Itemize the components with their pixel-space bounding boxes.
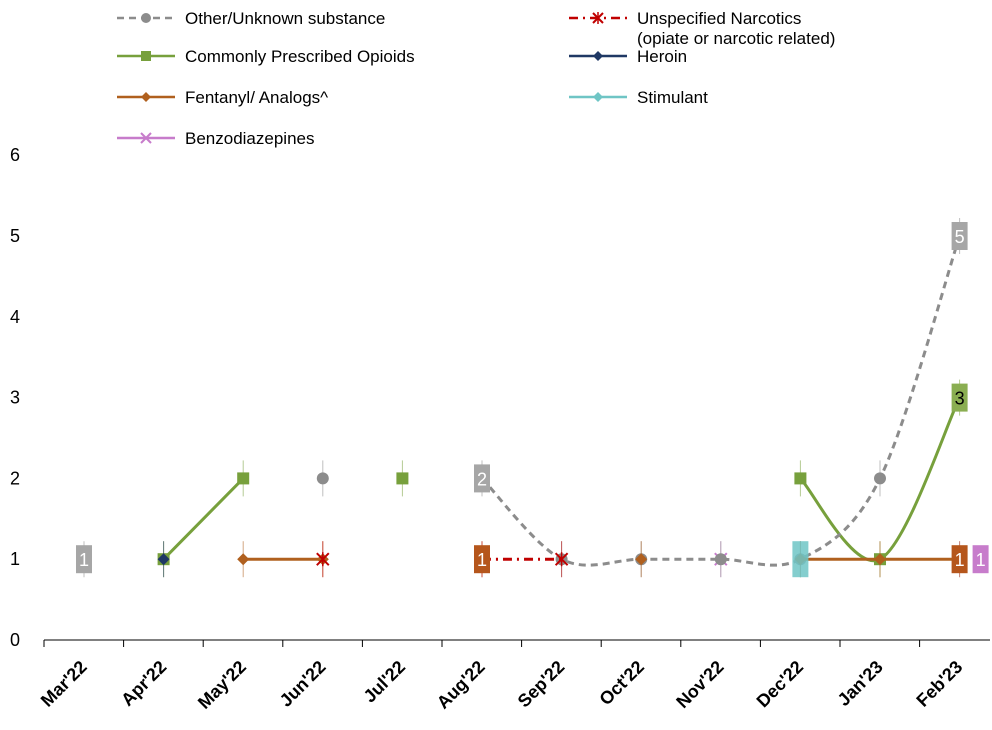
axes: 0 1 2 3 4 5 6 Mar'22 Apr'22 May'22 Jun'22 Jul'22 Aug… (10, 145, 990, 713)
data-point (316, 472, 329, 485)
data-label: 2 (474, 464, 490, 493)
data-label-bg (972, 545, 989, 574)
data-label: 1 (76, 545, 92, 574)
data-label-bg (951, 222, 968, 250)
x-tick-label: Aug'22 (433, 657, 489, 713)
legend-entry: Heroin (569, 47, 687, 66)
data-point (396, 472, 409, 485)
data-label: 1 (972, 545, 989, 574)
y-tick-label: 6 (10, 145, 20, 165)
x-tick-label: Sep'22 (514, 657, 569, 712)
legend-swatch-marker (593, 51, 603, 61)
stimulant-point-highlight (792, 541, 809, 578)
data-point (874, 472, 886, 485)
y-tick-label: 5 (10, 226, 20, 246)
legend-label: Fentanyl/ Analogs^ (185, 88, 328, 107)
x-tick-label: Jan'23 (834, 657, 887, 710)
data-label-text: 1 (955, 550, 965, 570)
data-point (714, 553, 727, 566)
y-tick-label: 1 (10, 549, 20, 569)
legend-entry: Other/Unknown substance (117, 9, 385, 28)
data-label-bg (474, 545, 490, 574)
x-tick-label: Oct'22 (595, 657, 648, 710)
y-tick-label: 4 (10, 307, 20, 327)
data-label-bg (76, 545, 92, 574)
data-label-text: 3 (955, 389, 965, 409)
x-tick-label: Feb'23 (912, 657, 966, 711)
data-label: 1 (951, 545, 968, 574)
legend-entry: Unspecified Narcotics (opiate or narcotic… (569, 9, 835, 48)
series-line (480, 235, 962, 567)
legend-swatch-marker (141, 13, 151, 23)
data-label-text: 1 (976, 550, 986, 570)
legend-label: Heroin (637, 47, 687, 66)
legend: Other/Unknown substance Unspecified Narco… (117, 9, 835, 148)
y-tick-label: 3 (10, 388, 20, 408)
legend-label: Unspecified Narcotics (opiate or narcotic… (637, 9, 835, 48)
x-tick-label: Jun'22 (276, 657, 330, 711)
data-label-text: 1 (79, 550, 89, 570)
x-tick-label: Dec'22 (753, 657, 808, 712)
x-tick-label: Nov'22 (672, 657, 727, 712)
x-tick-label: Mar'22 (37, 657, 91, 711)
x-tick-label: Jul'22 (360, 657, 410, 707)
y-tick-label: 2 (10, 468, 20, 488)
legend-label: Stimulant (637, 88, 708, 107)
legend-entry: Stimulant (569, 88, 708, 107)
data-label: 1 (474, 545, 490, 574)
data-label-bg (951, 545, 968, 574)
y-tick-label: 0 (10, 630, 20, 650)
data-point (157, 553, 170, 566)
legend-label: Commonly Prescribed Opioids (185, 47, 415, 66)
legend-label: Other/Unknown substance (185, 9, 385, 28)
x-tick-label: May'22 (194, 657, 250, 713)
series-line (162, 477, 245, 561)
data-point (554, 552, 569, 567)
series-lines (78, 218, 967, 578)
data-label-bg (951, 383, 968, 412)
data-label: 5 (951, 222, 968, 250)
legend-entry: Commonly Prescribed Opioids (117, 47, 415, 66)
legend-entry: Fentanyl/ Analogs^ (117, 88, 328, 107)
data-point (316, 552, 330, 567)
legend-swatch-marker (593, 92, 603, 102)
legend-swatch-marker (140, 132, 152, 144)
data-point (635, 553, 648, 566)
legend-swatch-marker (141, 51, 151, 61)
series-unspecified-narcotics-opiate-or-narcotic-related (316, 541, 569, 578)
legend-entry: Benzodiazepines (117, 129, 314, 148)
legend-label: Benzodiazepines (185, 129, 314, 148)
data-label: 3 (951, 383, 968, 412)
data-point (874, 553, 886, 566)
series-heroin (157, 541, 170, 578)
x-tick-label: Apr'22 (117, 657, 170, 710)
data-label-text: 1 (477, 550, 487, 570)
data-label-bg (474, 464, 490, 493)
series-fentanyl-analogs (237, 541, 966, 578)
data-point (237, 472, 250, 485)
data-point (794, 472, 807, 485)
data-label-text: 2 (477, 469, 487, 489)
data-point (237, 553, 250, 566)
data-label-text: 5 (955, 227, 965, 247)
legend-swatch-marker (141, 92, 151, 102)
legend-swatch-marker (592, 12, 604, 24)
